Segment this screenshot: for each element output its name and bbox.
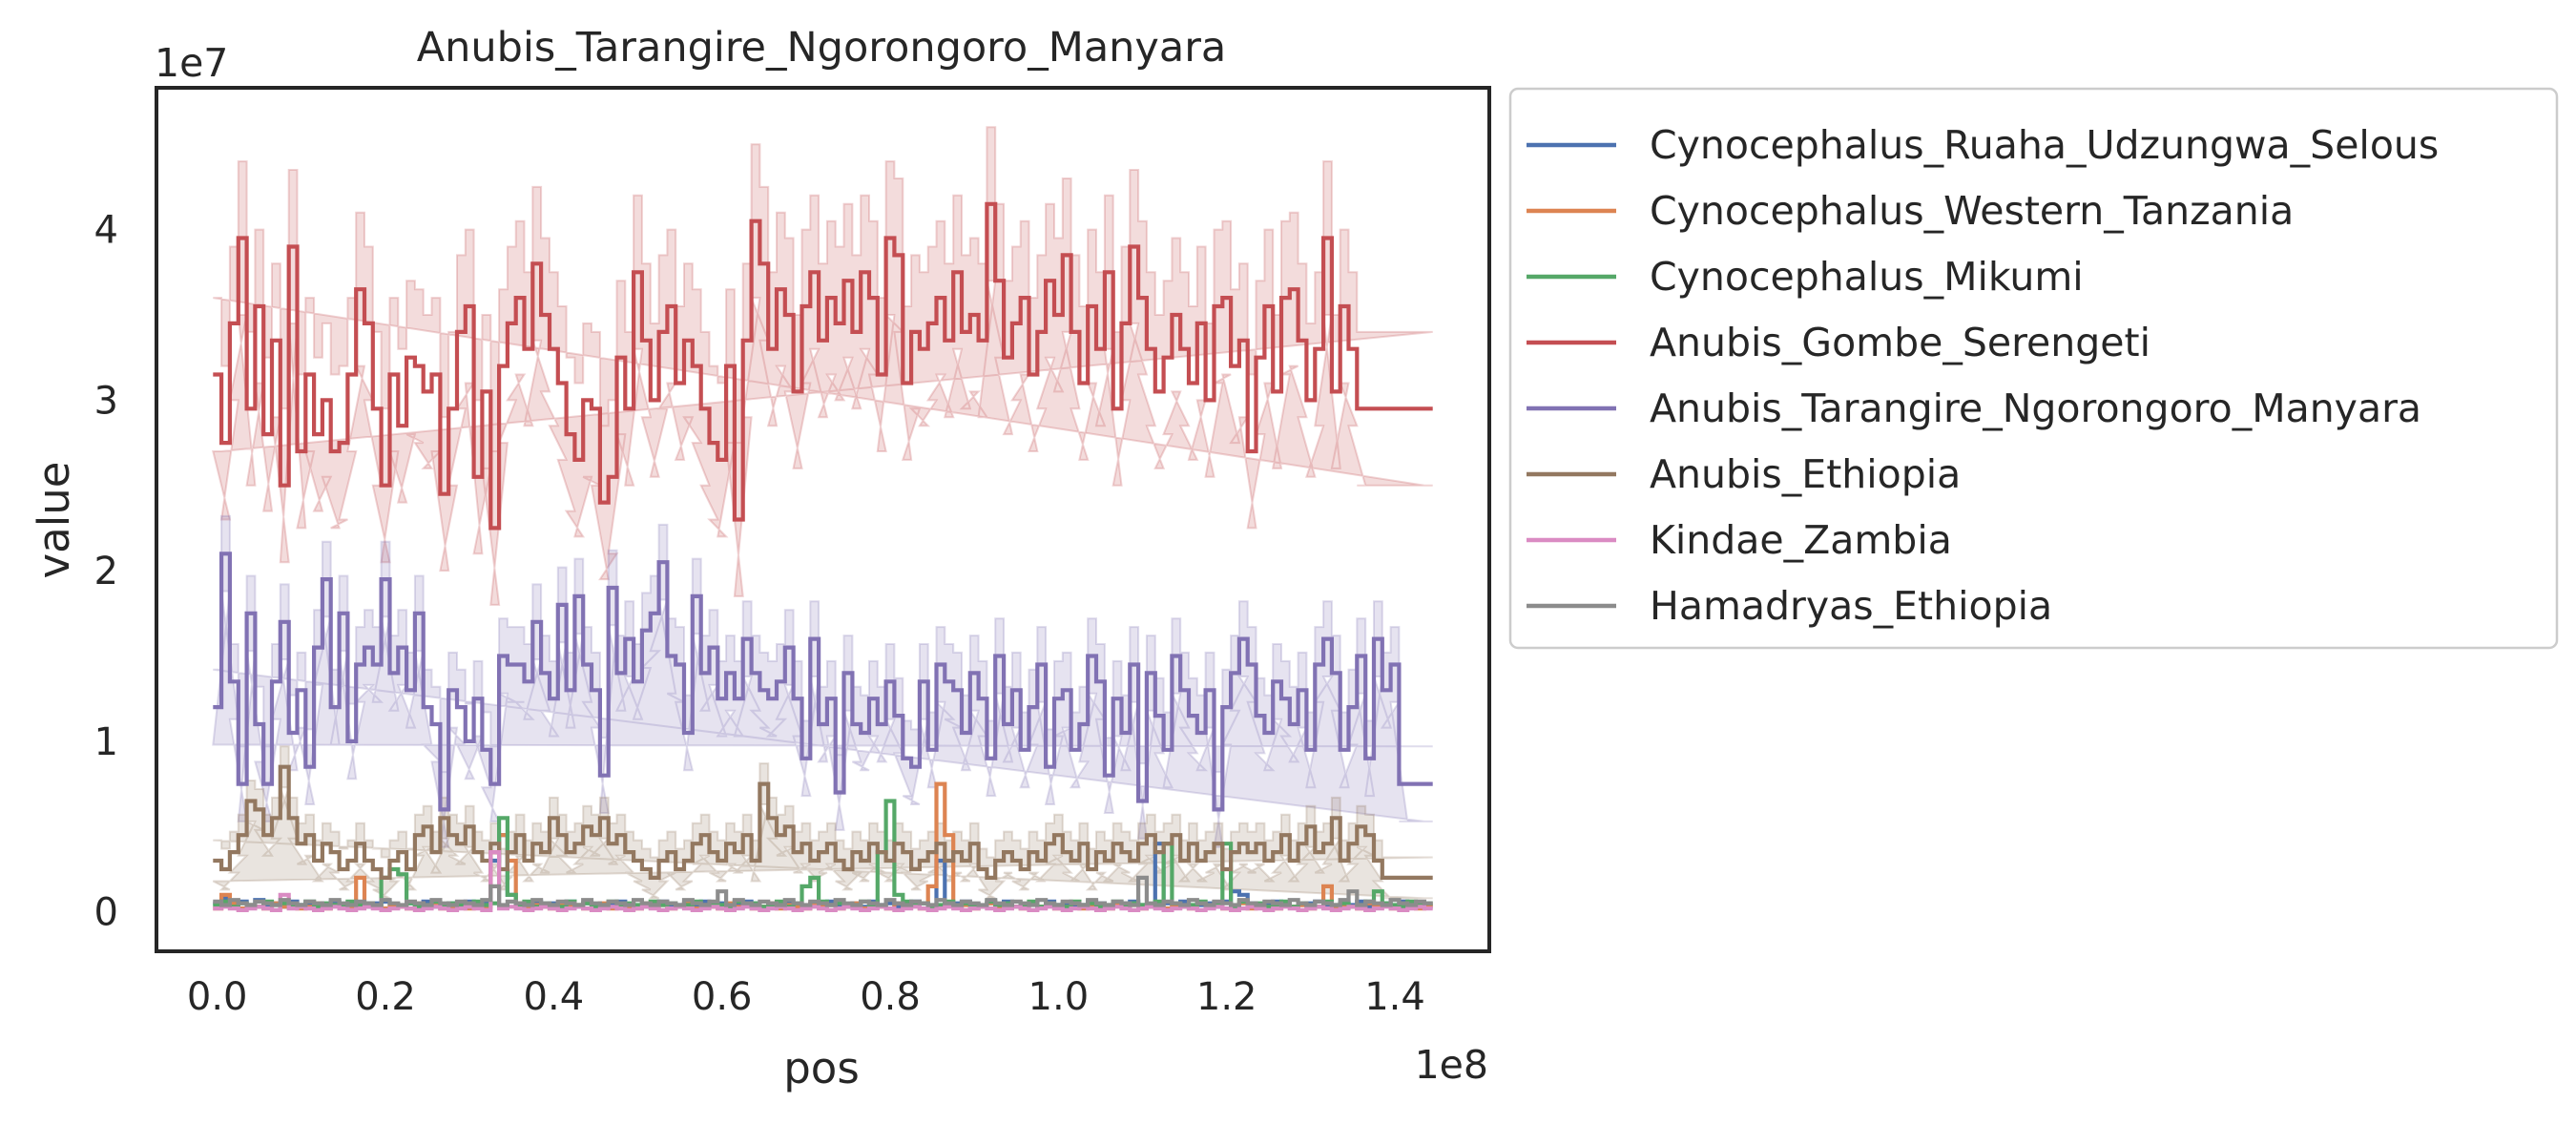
x-tick-label: 1.4	[1364, 975, 1425, 1019]
legend-items: Cynocephalus_Ruaha_Udzungwa_Selous Cynoce…	[1527, 122, 2439, 629]
plot-frame	[155, 86, 1491, 953]
x-tick-label: 0.8	[860, 975, 921, 1019]
legend-label: Cynocephalus_Western_Tanzania	[1650, 188, 2294, 234]
y-tick-label: 3	[94, 379, 118, 423]
legend-label: Cynocephalus_Mikumi	[1650, 254, 2084, 300]
series-line-anubis-tarangire-ngorongoro-manyara	[213, 552, 1433, 812]
x-axis-ticks: 0.0 0.2 0.4 0.6 0.8 1.0 1.2 1.4	[187, 975, 1425, 1019]
y-tick-label: 1	[94, 720, 118, 764]
plot-area	[212, 126, 1433, 912]
x-tick-label: 1.2	[1196, 975, 1257, 1019]
x-tick-label: 0.0	[187, 975, 248, 1019]
legend-label: Anubis_Ethiopia	[1650, 451, 1961, 497]
x-tick-label: 1.0	[1028, 975, 1090, 1019]
legend-frame	[1508, 87, 2559, 650]
series-line-kindae-zambia	[213, 850, 1433, 912]
legend-label: Anubis_Tarangire_Ngorongoro_Manyara	[1650, 385, 2421, 431]
chart-title: Anubis_Tarangire_Ngorongoro_Manyara	[417, 24, 1227, 72]
y-offset-text: 1e7	[155, 40, 228, 86]
legend-label: Cynocephalus_Ruaha_Udzungwa_Selous	[1650, 122, 2439, 168]
series-lines	[213, 201, 1433, 912]
y-axis-ticks: 0 1 2 3 4	[94, 209, 118, 935]
series-line-anubis-ethiopia	[213, 764, 1433, 880]
x-tick-label: 0.2	[355, 975, 416, 1019]
y-axis-label: value	[29, 462, 79, 579]
y-tick-label: 4	[94, 209, 118, 253]
x-offset-text: 1e8	[1415, 1042, 1488, 1088]
legend-label: Hamadryas_Ethiopia	[1650, 583, 2052, 629]
x-tick-label: 0.4	[524, 975, 585, 1019]
band-anubis-ethiopia	[212, 745, 1433, 900]
y-tick-label: 0	[94, 891, 118, 935]
legend: Cynocephalus_Ruaha_Udzungwa_Selous Cynoce…	[1508, 87, 2559, 650]
legend-label: Kindae_Zambia	[1650, 517, 1952, 563]
legend-label: Anubis_Gombe_Serengeti	[1650, 320, 2150, 365]
x-axis-label: pos	[783, 1043, 860, 1093]
y-tick-label: 2	[94, 550, 118, 593]
x-tick-label: 0.6	[692, 975, 753, 1019]
series-line-anubis-gombe-serengeti	[213, 201, 1433, 531]
series-line-hamadryas-ethiopia	[213, 875, 1433, 907]
